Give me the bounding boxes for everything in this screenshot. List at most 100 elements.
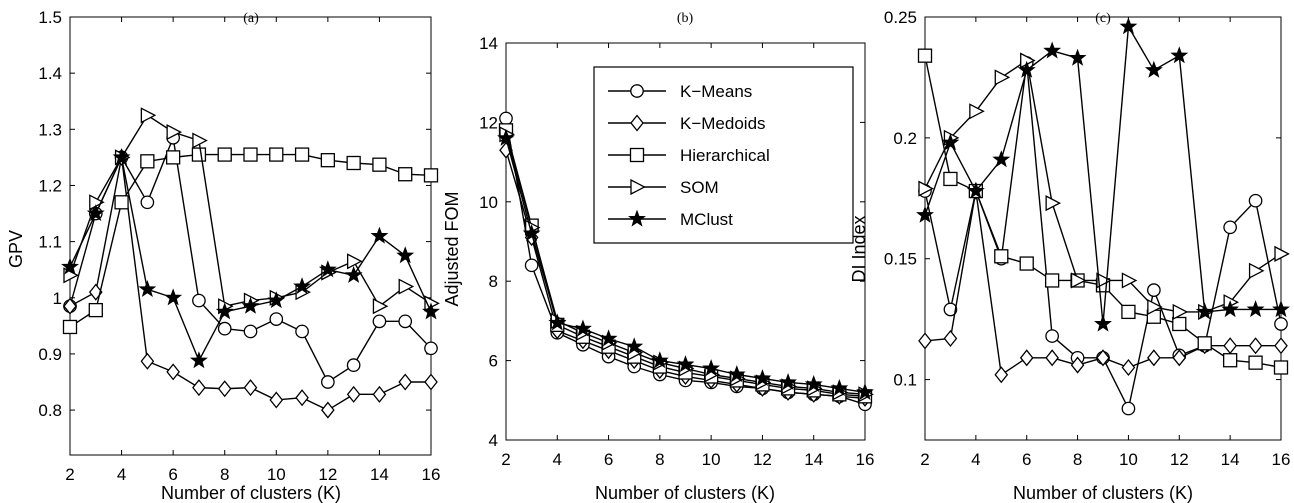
panel-c-xtick-label: 14 <box>1221 450 1240 469</box>
panel-c-title: (c) <box>1095 11 1111 26</box>
panel-b-point-mclust <box>574 319 592 337</box>
panel-b-ytick-label: 4 <box>489 431 498 450</box>
panel-c-point-hierarchical <box>1222 353 1238 368</box>
panel-b-title: (b) <box>677 11 694 26</box>
panel-b-point-mclust <box>650 351 669 369</box>
panel-c-point-mclust <box>1195 302 1214 320</box>
panel-a-point-k-medoids <box>295 389 309 407</box>
panel-a-point-k-medoids <box>192 379 206 397</box>
panel-c-point-k-means <box>1121 401 1136 416</box>
panel-c-point-mclust <box>1043 41 1062 59</box>
panel-c-point-mclust <box>1272 300 1290 318</box>
panel-a-point-mclust <box>422 302 440 320</box>
legend-entry-mclust: MClust <box>608 209 733 229</box>
panel-b-frame <box>505 42 866 441</box>
panel-a-point-k-medoids <box>372 385 387 403</box>
panel-b-point-mclust <box>779 373 798 391</box>
panel-a-point-hierarchical <box>165 150 181 165</box>
panel-b-ytick-label: 12 <box>479 113 498 132</box>
panel-a-frame <box>69 16 432 456</box>
panel-c-point-mclust <box>1119 17 1138 35</box>
panel-b-ytick-label: 8 <box>489 272 498 291</box>
panel-a-point-som <box>166 124 183 141</box>
panel-a-xtick-label: 8 <box>220 465 229 484</box>
panel-a-line-som <box>69 114 432 307</box>
panel-c-point-mclust <box>1221 300 1240 318</box>
panel-c-point-k-means <box>1147 283 1161 297</box>
panel-a-point-hierarchical <box>423 168 439 183</box>
panel-a-point-hierarchical <box>294 147 310 162</box>
panel-a-point-hierarchical <box>140 154 155 169</box>
panel-c-point-hierarchical <box>1044 273 1060 288</box>
panel-c-point-k-medoids <box>1248 337 1263 355</box>
legend-label: SOM <box>680 178 719 197</box>
panel-c-point-som <box>1172 303 1189 320</box>
legend: K−Means K−Medoids Hierarchical SOM MClust <box>593 66 854 244</box>
panel-a-point-k-means <box>321 375 335 389</box>
panel-a-point-mclust <box>396 246 415 264</box>
panel-c-series-som <box>918 52 1290 320</box>
panel-b-xtick-label: 6 <box>604 450 613 469</box>
panel-a-point-hierarchical <box>88 302 103 318</box>
panel-a-series-mclust <box>61 147 440 369</box>
legend-label: K−Means <box>680 82 752 101</box>
panel-a-point-hierarchical <box>346 155 361 171</box>
panel-c-point-som <box>1070 272 1087 289</box>
panel-c-point-hierarchical <box>1273 360 1289 375</box>
legend-entry-som: SOM <box>608 178 719 197</box>
panel-a-point-k-means <box>372 314 387 329</box>
panel-a-point-mclust <box>112 147 131 165</box>
panel-a-point-som <box>140 107 157 124</box>
panel-a-ytick-label: 1.2 <box>38 176 62 195</box>
panel-c-point-hierarchical <box>1019 256 1034 271</box>
panel-c-point-k-medoids <box>918 332 932 350</box>
panel-a-point-mclust <box>61 257 79 275</box>
panel-c-series-mclust <box>916 17 1290 332</box>
panel-a-point-hierarchical <box>269 147 284 162</box>
panel-c-point-k-means <box>1248 193 1263 208</box>
panel-a-series-hierarchical <box>62 147 439 335</box>
panel-a-point-hierarchical <box>243 147 258 162</box>
panel-c-ytick-label: 0.25 <box>884 8 917 27</box>
panel-c-xtick-label: 10 <box>1119 450 1138 469</box>
panel-a-point-k-means <box>243 324 258 339</box>
panel-a-point-hierarchical <box>191 147 207 162</box>
panel-b-xtick-label: 10 <box>702 450 721 469</box>
panel-a-point-som <box>372 298 389 315</box>
panel-a-ylabel: GPV <box>6 230 26 268</box>
panel-a-point-mclust <box>293 277 311 295</box>
panel-a-point-som <box>346 253 363 270</box>
panel-c-xtick-label: 12 <box>1170 450 1189 469</box>
panel-c-point-som <box>918 180 934 197</box>
panel-a-point-k-medoids <box>217 380 232 398</box>
panel-a-xlabel: Number of clusters (K) <box>161 483 341 503</box>
panel-a-point-k-medoids <box>321 401 335 419</box>
panel-a-point-hierarchical <box>217 147 232 162</box>
legend-label: MClust <box>680 210 733 229</box>
panel-c-ylabel: DI Index <box>849 215 869 282</box>
panel-a-series-k-medoids <box>63 148 438 419</box>
panel-a-xtick-label: 2 <box>65 465 74 484</box>
panel-b-ytick-label: 6 <box>489 352 498 371</box>
legend-swatch-marker <box>629 147 645 163</box>
panel-a-ytick-label: 1.5 <box>38 8 62 27</box>
panel-c-point-hierarchical <box>1121 304 1136 320</box>
legend-swatch-marker <box>630 178 646 196</box>
panel-c-point-som <box>1045 195 1062 212</box>
panel-a-plot-area: 2 4 6 8 10 12 14 16 0.8 0.9 1 1.1 1.2 1.3 1.4 1.5 <box>38 8 440 484</box>
panel-a-point-hierarchical <box>372 157 387 172</box>
panel-b-point-mclust <box>625 337 644 355</box>
panel-c-frame <box>924 16 1282 441</box>
panel-a: (a) Number of clusters (K) GPV 2 4 6 8 10 12 1… <box>6 8 440 503</box>
legend-swatch-marker <box>628 209 646 227</box>
panel-a-title: (a) <box>243 11 259 26</box>
panel-c-xtick-label: 8 <box>1073 450 1082 469</box>
panel-a-point-som <box>89 194 105 211</box>
panel-c-point-k-means <box>1274 317 1288 331</box>
panel-c-point-k-medoids <box>1223 337 1237 355</box>
panel-a-point-k-medoids <box>166 363 180 381</box>
panel-c-point-hierarchical <box>917 48 933 63</box>
panel-a-xtick-label: 16 <box>422 465 441 484</box>
panel-b-xtick-label: 4 <box>553 450 562 469</box>
